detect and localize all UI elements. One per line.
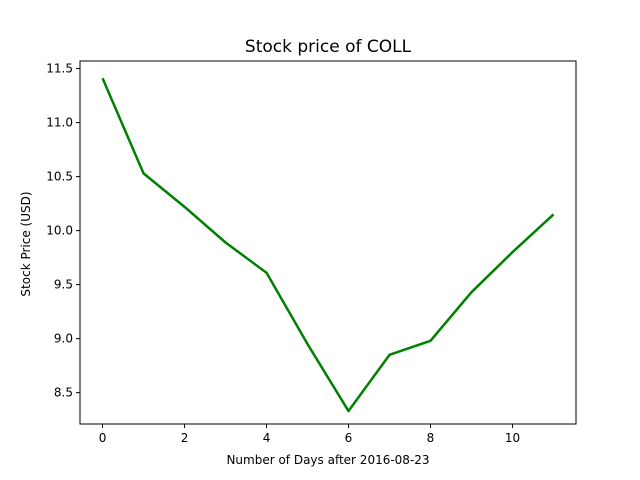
y-tick-label: 10.5 xyxy=(46,170,73,184)
y-tick-label: 9.5 xyxy=(54,278,73,292)
x-axis-label: Number of Days after 2016-08-23 xyxy=(226,453,429,467)
x-tick-label: 0 xyxy=(99,431,107,445)
x-tick-label: 8 xyxy=(427,431,435,445)
y-tick-label: 8.5 xyxy=(54,386,73,400)
chart-title: Stock price of COLL xyxy=(245,37,412,57)
y-tick-label: 11.0 xyxy=(46,116,73,130)
plot-area xyxy=(80,61,576,424)
x-axis-ticks: 0 2 4 6 8 10 xyxy=(99,424,520,445)
axes-frame xyxy=(80,61,576,424)
y-tick-label: 10.0 xyxy=(46,224,73,238)
y-axis-ticks: 8.5 9.0 9.5 10.0 10.5 11.0 11.5 xyxy=(46,62,80,400)
y-tick-label: 9.0 xyxy=(54,332,73,346)
y-tick-label: 11.5 xyxy=(46,62,73,76)
x-tick-label: 4 xyxy=(263,431,271,445)
y-axis-label: Stock Price (USD) xyxy=(19,191,33,296)
x-tick-label: 6 xyxy=(345,431,353,445)
x-tick-label: 2 xyxy=(181,431,189,445)
series-line-0 xyxy=(103,78,554,411)
x-tick-label: 10 xyxy=(505,431,520,445)
